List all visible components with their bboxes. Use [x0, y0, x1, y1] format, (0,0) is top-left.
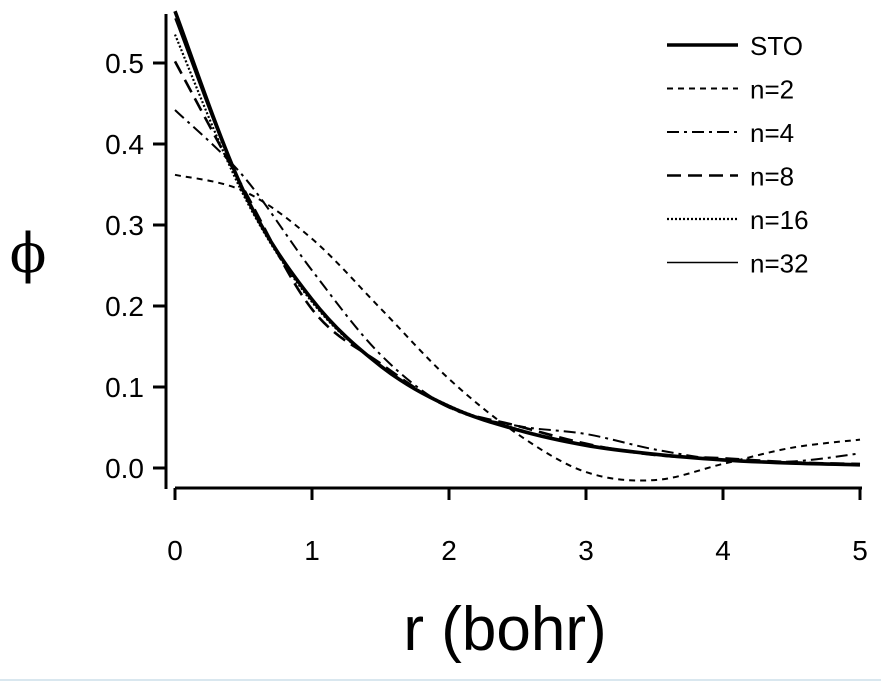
- y-tick-label: 0.0: [105, 453, 144, 484]
- y-tick-label: 0.2: [105, 291, 144, 322]
- legend-label: n=4: [750, 118, 794, 148]
- series-layer: [173, 10, 861, 482]
- y-tick-label: 0.1: [105, 372, 144, 403]
- legend-label: n=8: [750, 162, 794, 192]
- axes-layer: [164, 14, 862, 490]
- legend-label: STO: [750, 31, 803, 61]
- legend: STO n=2 n=4 n=8 n=16 n=32: [667, 31, 809, 279]
- y-ticks: 0.0 0.1 0.2 0.3 0.4 0.5: [105, 48, 166, 484]
- x-axis-title: r (bohr): [403, 595, 606, 664]
- y-tick-label: 0.4: [105, 129, 144, 160]
- x-tick-label: 5: [852, 535, 868, 566]
- legend-label: n=32: [750, 249, 809, 279]
- legend-label: n=16: [750, 205, 809, 235]
- series-line-n-32: [174, 18, 861, 466]
- y-tick-label: 0.3: [105, 210, 144, 241]
- series-line-n-4: [174, 109, 861, 464]
- x-ticks: 0 1 2 3 4 5: [167, 488, 868, 566]
- x-tick-label: 4: [715, 535, 731, 566]
- x-tick-label: 1: [304, 535, 320, 566]
- x-tick-label: 3: [578, 535, 594, 566]
- x-tick-label: 2: [441, 535, 457, 566]
- series-line-n-8: [173, 60, 861, 466]
- y-tick-label: 0.5: [105, 48, 144, 79]
- legend-label: n=2: [750, 75, 794, 105]
- x-tick-label: 0: [167, 535, 183, 566]
- y-axis-title: ϕ: [10, 222, 47, 285]
